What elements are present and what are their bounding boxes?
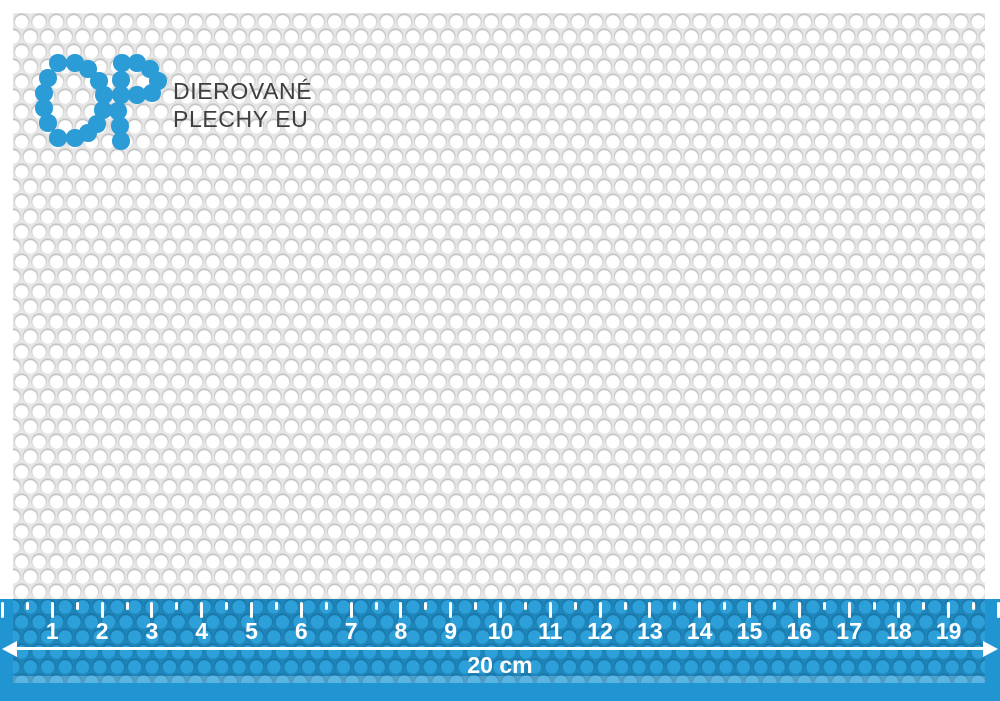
arrow-left-icon <box>2 640 17 657</box>
ruler-number: 6 <box>294 618 308 644</box>
ruler-tick <box>548 602 552 618</box>
ruler-number: 3 <box>145 618 159 644</box>
ruler-tick <box>748 602 751 618</box>
ruler-tick <box>872 602 876 610</box>
ruler-tick <box>1 602 4 618</box>
ruler-number: 5 <box>245 618 258 644</box>
ruler-tick <box>598 602 602 618</box>
ruler-tick <box>573 602 577 610</box>
ruler-tick <box>374 602 378 610</box>
ruler-tick <box>648 602 652 618</box>
ruler-number: 2 <box>95 618 109 644</box>
ruler-tick <box>200 602 204 618</box>
ruler-tick <box>50 602 54 618</box>
ruler-tick <box>947 602 951 618</box>
ruler-tick <box>25 602 29 610</box>
ruler-number: 1 <box>45 618 59 644</box>
ruler-number: 7 <box>344 618 358 644</box>
ruler-number: 18 <box>886 618 912 644</box>
brand-name-line2: PLECHY EU <box>173 106 309 132</box>
ruler-tick <box>474 602 478 610</box>
ruler-number: 17 <box>836 618 862 644</box>
ruler-tick <box>897 602 901 618</box>
ruler-number: 11 <box>538 618 563 644</box>
arrow-right-icon <box>983 640 998 657</box>
ruler-tick <box>449 602 453 618</box>
brand-name-line1: DIEROVANÉ <box>173 78 313 104</box>
ruler-tick <box>997 602 1000 618</box>
ruler-tick <box>274 602 278 610</box>
ruler-number: 10 <box>487 618 514 644</box>
ruler-number: 19 <box>935 618 962 644</box>
brand-name: DIEROVANÉ PLECHY EU <box>173 77 312 133</box>
ruler-number: 13 <box>637 618 663 644</box>
ruler-total-length-label: 20 cm <box>467 652 533 678</box>
ruler-tick <box>175 602 179 610</box>
ruler-number: 16 <box>786 618 813 644</box>
ruler-tick <box>324 602 328 610</box>
ruler-number: 9 <box>444 618 458 644</box>
ruler-tick <box>299 602 303 618</box>
ruler-tick <box>847 602 851 618</box>
ruler-tick <box>922 602 926 610</box>
ruler-tick <box>499 602 502 618</box>
ruler-tick <box>523 602 527 610</box>
ruler-band: 1 2 3 4 5 6 7 8 9 10 11 12 13 14 15 16 17 18 19 20 cm <box>0 599 1000 701</box>
ruler-tick <box>797 602 801 618</box>
ruler-tick <box>972 602 976 610</box>
ruler-tick <box>399 602 403 618</box>
ruler-tick <box>822 602 826 610</box>
ruler-pattern-bottom-edge <box>13 676 985 683</box>
dimension-arrow-line <box>13 647 987 650</box>
ruler-number: 12 <box>587 618 613 644</box>
ruler-tick <box>150 602 154 618</box>
perforated-sheet-pattern <box>13 13 985 683</box>
ruler-tick <box>349 602 353 618</box>
ruler-tick <box>225 602 229 610</box>
ruler-tick <box>250 602 253 618</box>
ruler-tick <box>100 602 104 618</box>
ruler-tick <box>424 602 428 610</box>
ruler-tick <box>75 602 79 610</box>
ruler-tick <box>772 602 776 610</box>
ruler-tick <box>673 602 677 610</box>
ruler-tick <box>623 602 627 610</box>
ruler-tick <box>698 602 702 618</box>
ruler-number: 14 <box>686 618 713 644</box>
ruler-tick <box>125 602 129 610</box>
ruler-number: 15 <box>736 618 763 644</box>
ruler-tick <box>723 602 727 610</box>
ruler-number: 4 <box>195 618 209 644</box>
ruler-number: 8 <box>394 618 408 644</box>
